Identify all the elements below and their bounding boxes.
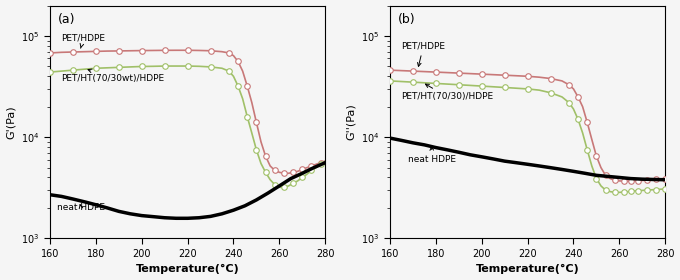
- Text: PET/HT(70/30wt)/HDPE: PET/HT(70/30wt)/HDPE: [61, 69, 165, 83]
- Text: PET/HDPE: PET/HDPE: [61, 34, 105, 48]
- Y-axis label: G''(Pa): G''(Pa): [345, 104, 356, 140]
- Text: PET/HDPE: PET/HDPE: [401, 41, 445, 66]
- Text: PET/HT(70/30)/HDPE: PET/HT(70/30)/HDPE: [401, 84, 494, 101]
- X-axis label: Temperature(°C): Temperature(°C): [136, 264, 239, 274]
- Y-axis label: G'(Pa): G'(Pa): [5, 105, 16, 139]
- X-axis label: Temperature(°C): Temperature(°C): [476, 264, 579, 274]
- Text: neat HDPE: neat HDPE: [57, 204, 105, 213]
- Text: (a): (a): [58, 13, 75, 25]
- Text: (b): (b): [398, 13, 416, 25]
- Text: neat HDPE: neat HDPE: [409, 147, 456, 164]
